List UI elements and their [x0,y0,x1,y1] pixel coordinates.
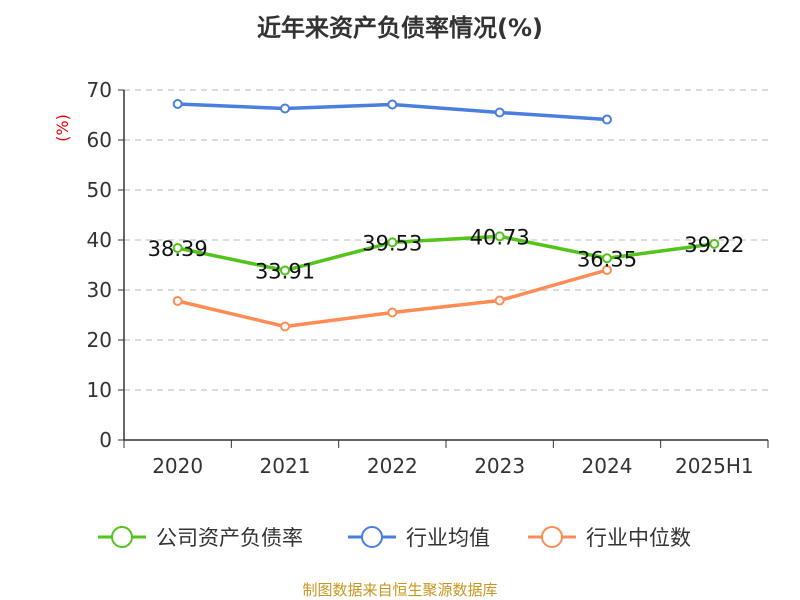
data-point [709,238,720,249]
legend-marker [111,526,133,548]
series-line-2 [177,268,608,329]
data-point [602,114,612,125]
data-point [387,307,398,318]
data-point [494,295,505,306]
chart-title: 近年来资产负债率情况(%) [257,14,543,42]
x-tick-label: 2021 [260,454,311,478]
x-tick-label: 2020 [152,454,203,478]
y-tick-label: 40 [87,228,112,252]
data-point [172,296,183,306]
data-label: 33.91 [255,259,315,283]
legend-marker [361,526,383,548]
legend-label: 公司资产负债率 [156,526,303,550]
x-tick-label: 2023 [474,454,525,478]
data-point [280,265,290,276]
data-point [172,243,183,254]
data-point [387,237,398,248]
y-tick-label: 70 [87,78,112,102]
y-tick-label: 10 [87,378,112,402]
data-label: 40.73 [470,225,530,249]
y-axis-label: (%) [53,114,72,142]
series-line-0 [177,234,715,273]
y-tick-label: 0 [99,428,112,452]
data-point [172,99,183,109]
y-tick-label: 60 [87,128,112,152]
data-label: 39.22 [684,233,744,257]
source-note: 制图数据来自恒生聚源数据库 [302,581,498,599]
data-point [280,321,290,332]
data-point [494,231,505,242]
y-tick-label: 20 [87,328,112,352]
data-point [280,103,290,114]
data-point [494,107,505,118]
legend-label: 行业中位数 [586,526,691,550]
y-tick-label: 30 [87,278,112,302]
data-label: 38.39 [148,237,208,261]
x-tick-label: 2025H1 [675,454,754,478]
data-point [602,253,612,264]
data-point [387,99,398,110]
x-tick-label: 2022 [367,454,418,478]
x-tick-label: 2024 [582,454,633,478]
data-point [602,265,612,275]
data-label: 36.35 [577,247,637,271]
y-tick-label: 50 [87,178,112,202]
legend-label: 行业均值 [406,526,490,550]
legend-marker [541,526,563,548]
data-label: 39.53 [362,231,422,255]
